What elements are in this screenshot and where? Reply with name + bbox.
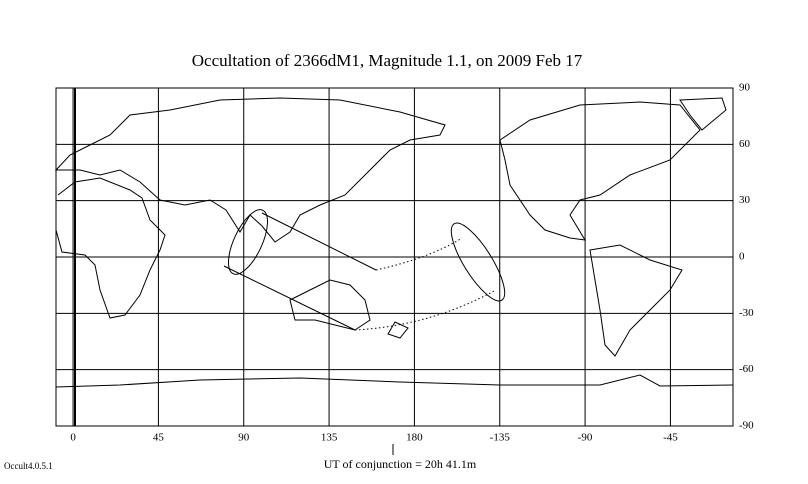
- y-tick-label: 60: [739, 138, 751, 150]
- australia: [289, 279, 371, 331]
- x-tick-label: 180: [406, 432, 423, 444]
- africa: [55, 177, 166, 319]
- x-tick-label: -90: [578, 432, 593, 444]
- path-edge: [261, 212, 377, 271]
- y-tick-label: -30: [739, 307, 754, 319]
- version-label: Occult4.0.5.1: [4, 461, 53, 471]
- north-america: [499, 101, 701, 241]
- x-tick-label: -45: [663, 432, 678, 444]
- x-tick-label: 135: [321, 432, 338, 444]
- map-title: Occultation of 2366dM1, Magnitude 1.1, o…: [192, 51, 583, 70]
- y-tick-label: 30: [739, 194, 751, 206]
- eurasia: [54, 97, 446, 243]
- south-america: [589, 244, 683, 357]
- greenland: [679, 97, 727, 131]
- x-tick-label: 0: [70, 432, 76, 444]
- occultation-path: [223, 209, 506, 331]
- antarctica: [55, 374, 734, 388]
- y-tick-label: -60: [739, 363, 754, 375]
- conjunction-label: UT of conjunction = 20h 41.1m: [324, 457, 477, 471]
- y-tick-label: 90: [739, 82, 751, 94]
- y-tick-label: 0: [739, 251, 745, 263]
- path-edge: [223, 265, 356, 331]
- x-tick-label: -135: [490, 432, 511, 444]
- coastlines: [54, 97, 734, 388]
- path-edge-dotted: [375, 237, 463, 271]
- shadow-ellipse: [450, 222, 506, 302]
- shadow-ellipse: [228, 209, 268, 275]
- path-edge-dotted: [354, 289, 497, 331]
- y-tick-label: -90: [739, 420, 754, 432]
- x-tick-label: 45: [153, 432, 165, 444]
- x-tick-label: 90: [238, 432, 250, 444]
- new-zealand: [387, 321, 409, 339]
